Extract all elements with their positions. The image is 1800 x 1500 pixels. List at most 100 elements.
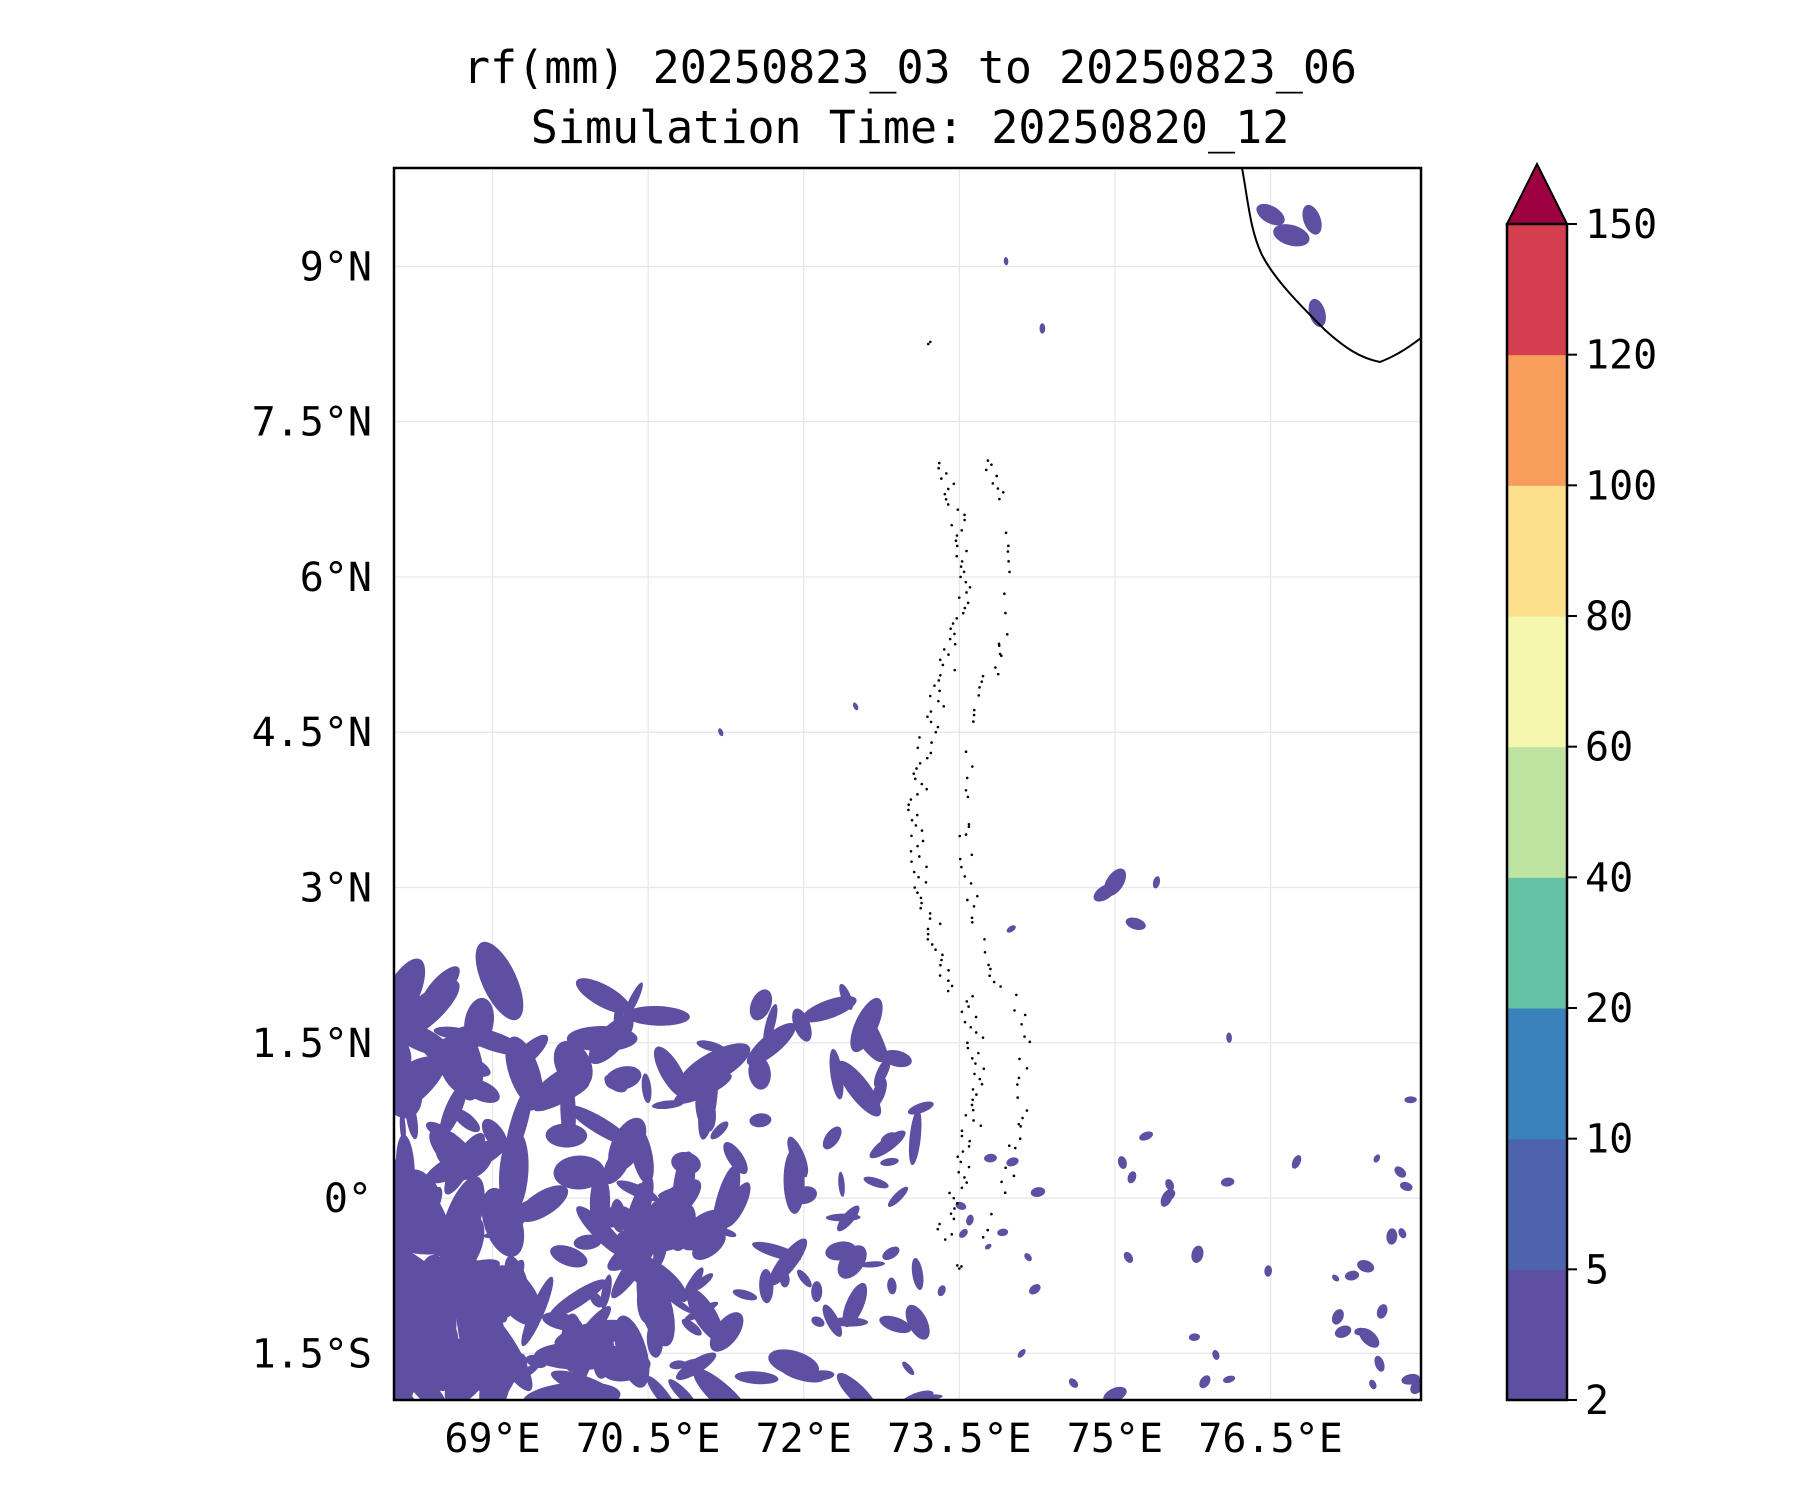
atoll-dot xyxy=(968,585,972,589)
colorbar-label: 60 xyxy=(1585,725,1633,771)
atoll-dot xyxy=(964,580,968,584)
colorbar-segment xyxy=(1507,354,1567,486)
atoll-dot xyxy=(1013,1146,1017,1150)
rain-cell xyxy=(984,1243,992,1250)
rain-cell xyxy=(822,1126,842,1150)
rain-cell xyxy=(1068,1378,1079,1388)
atoll-dot xyxy=(986,459,990,462)
rain-cell xyxy=(691,1273,714,1292)
atoll-dot xyxy=(965,549,968,553)
atoll-dot xyxy=(934,730,938,734)
rain-cell xyxy=(852,702,859,711)
atoll-dot xyxy=(937,699,940,703)
colorbar: 2 5 10 20 40 60 80 100 120 150 xyxy=(1505,161,1657,1424)
atoll-dot xyxy=(909,798,913,801)
rain-cell xyxy=(616,1180,659,1202)
atoll-dot xyxy=(1018,1137,1022,1141)
atoll-dot xyxy=(953,1207,956,1210)
rain-cell xyxy=(394,1028,412,1068)
atoll-dot xyxy=(981,1235,985,1239)
atoll-dot xyxy=(955,544,959,548)
rain-cell xyxy=(1152,876,1161,889)
rain-cell xyxy=(734,1371,779,1385)
atoll-dot xyxy=(966,898,969,902)
rain-cell xyxy=(464,997,494,1048)
atoll-dot xyxy=(954,539,958,543)
rain-cell xyxy=(1123,1251,1134,1263)
atoll-dot xyxy=(925,756,929,760)
colorbar-label: 2 xyxy=(1585,1378,1609,1424)
atoll-dot xyxy=(1016,1083,1019,1086)
atoll-dot xyxy=(960,1186,964,1190)
rain-cell xyxy=(718,728,724,737)
atoll-dot xyxy=(1007,1144,1011,1148)
atoll-dot xyxy=(960,865,963,869)
atoll-dot xyxy=(972,708,976,712)
lat-tick-label: 7.5°N xyxy=(252,400,372,446)
atoll-dot xyxy=(942,648,946,651)
rain-cell xyxy=(1127,1171,1137,1184)
rain-cell xyxy=(1386,1228,1398,1245)
rain-cell xyxy=(600,1274,612,1309)
atoll-dot xyxy=(916,844,919,848)
colorbar-segment xyxy=(1507,877,1567,1009)
lat-tick-label: 3°N xyxy=(300,866,372,912)
atoll-dot xyxy=(944,497,948,501)
rain-cell xyxy=(863,1176,889,1189)
atoll-dot xyxy=(1003,1191,1007,1194)
atoll-dot xyxy=(914,824,918,827)
rain-cell xyxy=(623,1229,652,1250)
atoll-dot xyxy=(977,694,981,697)
rain-cell xyxy=(937,1285,946,1297)
atoll-dot xyxy=(933,684,936,687)
rain-cell xyxy=(908,1109,922,1166)
atoll-dot xyxy=(960,529,964,532)
rain-cell xyxy=(907,1101,934,1115)
rain-cell xyxy=(959,1229,968,1238)
atoll-dot xyxy=(971,1098,974,1102)
latitude-ticks: 9°N 7.5°N 6°N 4.5°N 3°N 1.5°N 0° 1.5°S xyxy=(252,244,372,1377)
lat-tick-label: 9°N xyxy=(300,244,372,290)
rain-cell xyxy=(723,1142,748,1175)
atoll-dot xyxy=(965,1181,968,1184)
rain-cell xyxy=(550,1245,588,1268)
rain-cell xyxy=(749,1113,772,1128)
atoll-dot xyxy=(1004,531,1008,535)
atoll-dot xyxy=(938,658,942,662)
atoll-dot xyxy=(947,653,950,656)
atoll-dot xyxy=(947,979,950,983)
rain-cell xyxy=(573,1234,602,1250)
rain-cell xyxy=(1199,1375,1211,1389)
atoll-dot xyxy=(996,487,1000,490)
atoll-dot xyxy=(987,963,990,967)
rain-cell xyxy=(1394,1166,1407,1178)
atoll-dot xyxy=(1007,560,1010,563)
rain-cell xyxy=(630,1125,654,1184)
rain-cell xyxy=(602,1143,633,1185)
atoll-dot xyxy=(967,825,971,829)
rain-cell xyxy=(746,1022,796,1066)
atoll-dot xyxy=(907,808,910,812)
atoll-dot xyxy=(912,870,916,874)
atoll-dot xyxy=(926,342,930,346)
atoll-dot xyxy=(955,617,959,620)
rain-cell xyxy=(1006,925,1016,933)
atoll-dot xyxy=(980,680,984,683)
rainfall-field xyxy=(394,203,1421,1400)
atoll-dot xyxy=(964,788,968,792)
atoll-dot xyxy=(929,751,933,755)
rain-cell xyxy=(1332,1274,1340,1282)
rain-cell xyxy=(698,1064,719,1140)
rain-cell xyxy=(1003,257,1009,266)
atoll-dot xyxy=(930,943,934,946)
atoll-dot xyxy=(996,672,1000,676)
atoll-dot xyxy=(979,1124,983,1127)
atoll-dot xyxy=(967,1145,971,1148)
rain-cell xyxy=(1401,1373,1420,1385)
atoll-dot xyxy=(919,906,922,910)
colorbar-label: 40 xyxy=(1585,855,1633,901)
atoll-dot xyxy=(961,1150,965,1153)
rain-cell xyxy=(641,1073,652,1104)
atoll-dot xyxy=(930,741,933,744)
atoll-dot xyxy=(1000,654,1003,657)
